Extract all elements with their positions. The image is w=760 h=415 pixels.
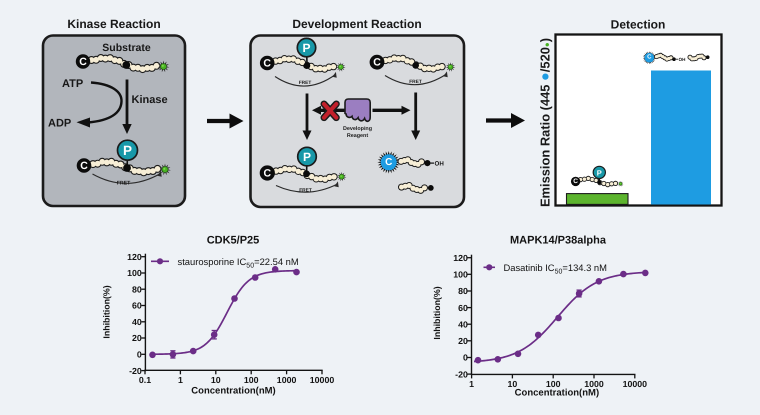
- svg-text:60: 60: [458, 303, 468, 313]
- svg-text:0: 0: [463, 353, 468, 363]
- svg-text:20: 20: [132, 333, 142, 343]
- svg-text:C: C: [79, 56, 87, 68]
- svg-text:40: 40: [132, 317, 142, 327]
- svg-text:100: 100: [546, 379, 561, 389]
- svg-text:P: P: [302, 41, 310, 55]
- svg-text:Kinase: Kinase: [132, 94, 168, 106]
- svg-text:FRET: FRET: [299, 80, 312, 86]
- svg-text:C: C: [573, 178, 578, 185]
- svg-text:P: P: [597, 168, 602, 177]
- svg-text:1: 1: [469, 379, 474, 389]
- svg-text:120: 120: [127, 252, 142, 262]
- svg-text:FRET: FRET: [409, 79, 422, 85]
- svg-text:FRET: FRET: [117, 181, 131, 187]
- svg-text:OH: OH: [679, 57, 687, 62]
- svg-text:OH: OH: [435, 160, 445, 167]
- svg-text:Inhibition(%): Inhibition(%): [102, 285, 112, 338]
- svg-text:Reagent: Reagent: [347, 133, 368, 139]
- svg-text:-20: -20: [129, 366, 142, 376]
- svg-text:C: C: [264, 167, 272, 179]
- svg-text:MAPK14/P38alpha: MAPK14/P38alpha: [510, 235, 607, 247]
- svg-text:0: 0: [137, 350, 142, 360]
- svg-text:C: C: [373, 57, 381, 69]
- svg-text:60: 60: [132, 301, 142, 311]
- svg-text:Concentration(nM): Concentration(nM): [191, 386, 275, 397]
- svg-text:1000: 1000: [584, 379, 604, 389]
- svg-text:Developing: Developing: [343, 126, 372, 132]
- svg-text:Inhibition(%): Inhibition(%): [432, 286, 442, 339]
- svg-text:0.1: 0.1: [139, 375, 151, 385]
- svg-text:10: 10: [508, 379, 518, 389]
- svg-text:Dasatinib IC50=134.3 nM: Dasatinib IC50=134.3 nM: [504, 262, 608, 275]
- svg-text:C: C: [647, 54, 652, 61]
- svg-text:FRET: FRET: [299, 188, 312, 194]
- svg-text:100: 100: [453, 270, 468, 280]
- svg-text:100: 100: [244, 375, 259, 385]
- svg-text:ATP: ATP: [62, 78, 83, 90]
- svg-text:CDK5/P25: CDK5/P25: [207, 235, 260, 247]
- svg-text:-20: -20: [455, 369, 468, 379]
- svg-text:1000: 1000: [277, 375, 297, 385]
- svg-text:80: 80: [458, 286, 468, 296]
- svg-text:Concentration(nM): Concentration(nM): [515, 388, 599, 399]
- svg-text:120: 120: [453, 253, 468, 263]
- svg-text:Substrate: Substrate: [102, 42, 151, 54]
- svg-text:C: C: [263, 57, 271, 69]
- svg-text:P: P: [303, 150, 311, 164]
- svg-text:10: 10: [211, 375, 221, 385]
- svg-text:20: 20: [458, 336, 468, 346]
- svg-text:Emission Ratio (445 ●/520●): Emission Ratio (445 ●/520●): [538, 38, 554, 207]
- svg-text:C: C: [385, 157, 392, 168]
- svg-text:staurosporine IC50=22.54 nM: staurosporine IC50=22.54 nM: [178, 256, 299, 269]
- svg-text:Kinase Reaction: Kinase Reaction: [67, 17, 160, 31]
- svg-text:100: 100: [127, 268, 142, 278]
- svg-text:1: 1: [178, 375, 183, 385]
- svg-text:Detection: Detection: [611, 18, 666, 32]
- svg-text:40: 40: [458, 319, 468, 329]
- svg-text:Development Reaction: Development Reaction: [292, 17, 421, 31]
- svg-text:ADP: ADP: [48, 118, 71, 130]
- svg-text:C: C: [80, 160, 88, 172]
- svg-text:10000: 10000: [623, 379, 648, 389]
- svg-text:80: 80: [132, 284, 142, 294]
- svg-text:10000: 10000: [310, 375, 335, 385]
- svg-text:P: P: [123, 143, 132, 158]
